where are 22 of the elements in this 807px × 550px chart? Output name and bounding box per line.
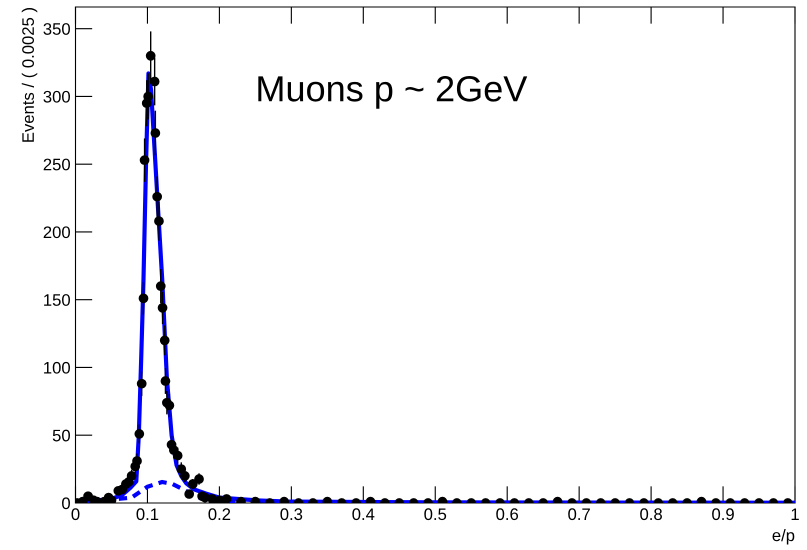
annotation: Muons p ~ 2GeV (258, 76, 528, 109)
x-tick-label: 0.7 (568, 508, 590, 520)
x-tick-label: 0.8 (640, 508, 662, 520)
x-tick-label: 0.6 (496, 508, 518, 520)
x-tick-label: 0.9 (712, 508, 734, 520)
x-tick-label: 0.1 (136, 508, 158, 520)
x-tick-label: 0 (72, 508, 80, 520)
y-tick-label: 350 (43, 23, 70, 35)
y-tick-label: 100 (44, 362, 70, 374)
y-tick-label: 50 (52, 430, 70, 442)
y-axis-title: Events / ( 0.0025 ) (22, 8, 38, 142)
y-tick-label: 0 (62, 497, 70, 510)
y-tick-label: 250 (44, 158, 70, 170)
x-tick-label: 0.5 (424, 508, 446, 520)
x-tick-label: 0.2 (208, 508, 230, 520)
y-tick-label: 150 (44, 294, 70, 306)
x-tick-label: 0.3 (280, 508, 302, 520)
x-tick-label: 0.4 (352, 508, 374, 520)
y-tick-label: 300 (43, 90, 70, 103)
x-axis-title: e/p (772, 528, 794, 544)
y-tick-label: 200 (44, 226, 70, 238)
x-tick-label: 1 (792, 508, 799, 520)
